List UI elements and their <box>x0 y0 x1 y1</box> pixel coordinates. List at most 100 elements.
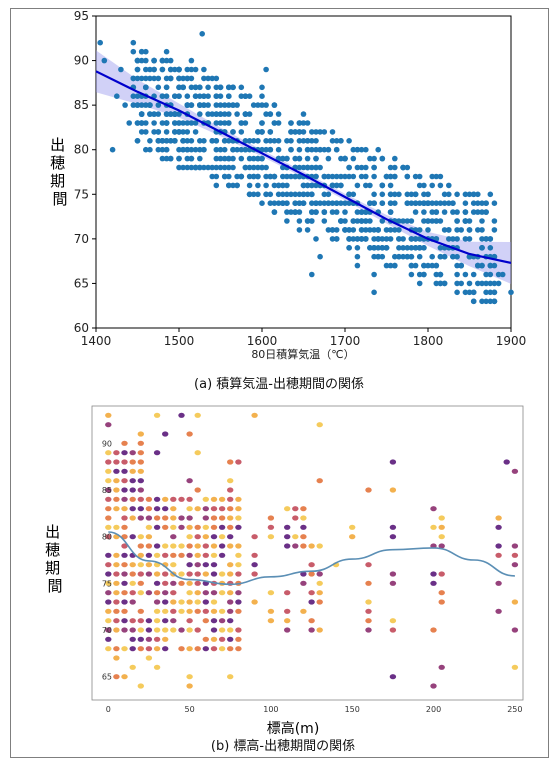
chart-a-point <box>400 164 406 171</box>
chart-a-point <box>288 146 294 153</box>
chart-a-point <box>280 200 286 206</box>
chart-a-point <box>358 218 365 224</box>
chart-b-point <box>511 552 519 558</box>
chart-a-point <box>346 173 352 180</box>
chart-a-point <box>491 262 498 269</box>
chart-a-point <box>300 120 307 126</box>
chart-a-point <box>213 75 220 82</box>
chart-b-point <box>194 450 201 456</box>
chart-a-point <box>151 111 157 117</box>
chart-b-point <box>218 627 226 633</box>
chart-b-point <box>121 487 128 493</box>
chart-a-point <box>313 182 319 189</box>
chart-a-point <box>184 146 191 153</box>
chart-a-point <box>441 280 448 287</box>
chart-a-xtick-label: 1400 <box>81 334 112 348</box>
chart-a-point <box>304 120 311 126</box>
chart-b-xtick-label: 150 <box>345 705 360 714</box>
chart-a-point <box>242 93 249 99</box>
chart-b-point <box>145 655 153 661</box>
chart-a-point <box>421 182 427 189</box>
chart-a-point <box>371 227 377 233</box>
chart-b-point <box>194 580 201 586</box>
chart-a-point <box>284 155 290 162</box>
chart-a-point <box>446 227 452 233</box>
chart-a-point <box>379 155 386 162</box>
chart-a-point <box>271 182 278 189</box>
chart-a-point <box>425 200 431 206</box>
chart-b-point <box>267 524 275 530</box>
chart-b-point <box>129 515 136 521</box>
chart-a-point <box>163 57 170 64</box>
chart-a-point <box>263 138 269 144</box>
chart-a-point <box>130 75 137 82</box>
chart-b-fit-path <box>108 531 515 586</box>
chart-a-point <box>226 138 232 144</box>
chart-b-point <box>105 627 112 633</box>
chart-a-point <box>143 66 149 73</box>
chart-b-ytick-label: 70 <box>102 626 112 635</box>
chart-a-point <box>201 138 207 144</box>
chart-a-point <box>454 262 460 269</box>
chart-b-point <box>178 627 185 633</box>
chart-a-point <box>188 84 195 91</box>
chart-b-point <box>153 599 161 605</box>
chart-a-point <box>267 138 274 144</box>
chart-a-point <box>172 120 178 126</box>
chart-b-point <box>121 552 128 558</box>
chart-a-point <box>176 111 182 117</box>
chart-a-ylabel-3: 期 <box>50 172 65 190</box>
chart-a-point <box>114 93 120 99</box>
chart-a-point <box>466 236 473 242</box>
chart-a-point <box>134 57 141 64</box>
chart-b-point <box>300 608 307 614</box>
chart-a-point <box>483 200 489 206</box>
chart-a-point <box>167 138 174 144</box>
chart-b-point <box>202 496 209 502</box>
chart-a-point <box>292 209 299 215</box>
chart-a-point <box>379 200 386 206</box>
chart-a-point <box>404 245 411 251</box>
chart-a-point <box>346 138 352 144</box>
chart-b-point <box>170 552 177 558</box>
chart-b-point <box>365 487 372 493</box>
chart-a-point <box>338 138 344 144</box>
chart-a-point <box>325 146 332 153</box>
chart-b-point <box>430 506 437 512</box>
chart-b-point <box>162 543 169 549</box>
chart-a-point <box>213 93 220 99</box>
chart-a-point <box>213 84 220 91</box>
chart-b-point <box>145 543 153 549</box>
chart-a-point <box>342 155 348 162</box>
chart-a-point <box>134 66 141 73</box>
chart-a-point <box>367 155 373 162</box>
chart-a-point <box>226 84 232 91</box>
chart-a-point <box>454 218 460 224</box>
chart-a-point <box>304 155 311 162</box>
chart-a-point <box>209 164 215 171</box>
chart-a-point <box>296 209 303 215</box>
chart-b-point <box>186 580 193 586</box>
chart-b-point <box>121 608 128 614</box>
chart-b-point <box>235 562 242 568</box>
chart-a-point <box>363 218 369 224</box>
chart-b-point <box>218 608 226 614</box>
chart-b-point <box>186 590 193 596</box>
chart-b-point <box>121 571 128 577</box>
chart-b-point <box>137 450 144 456</box>
chart-a-point <box>462 200 469 206</box>
chart-b-point <box>105 524 112 530</box>
chart-a-point <box>221 111 228 117</box>
chart-a-point <box>226 120 232 126</box>
chart-a-point <box>350 155 357 162</box>
chart-a-point <box>466 280 473 287</box>
chart-a-point <box>138 129 145 135</box>
chart-a-point <box>275 191 282 198</box>
chart-a-point <box>375 253 382 260</box>
chart-b-point <box>153 618 161 624</box>
chart-a-point <box>172 111 178 117</box>
chart-a-point <box>416 280 423 287</box>
chart-b-ylabel-1: 出 <box>45 523 60 541</box>
chart-a-point <box>475 191 481 198</box>
chart-b-point <box>170 515 177 521</box>
